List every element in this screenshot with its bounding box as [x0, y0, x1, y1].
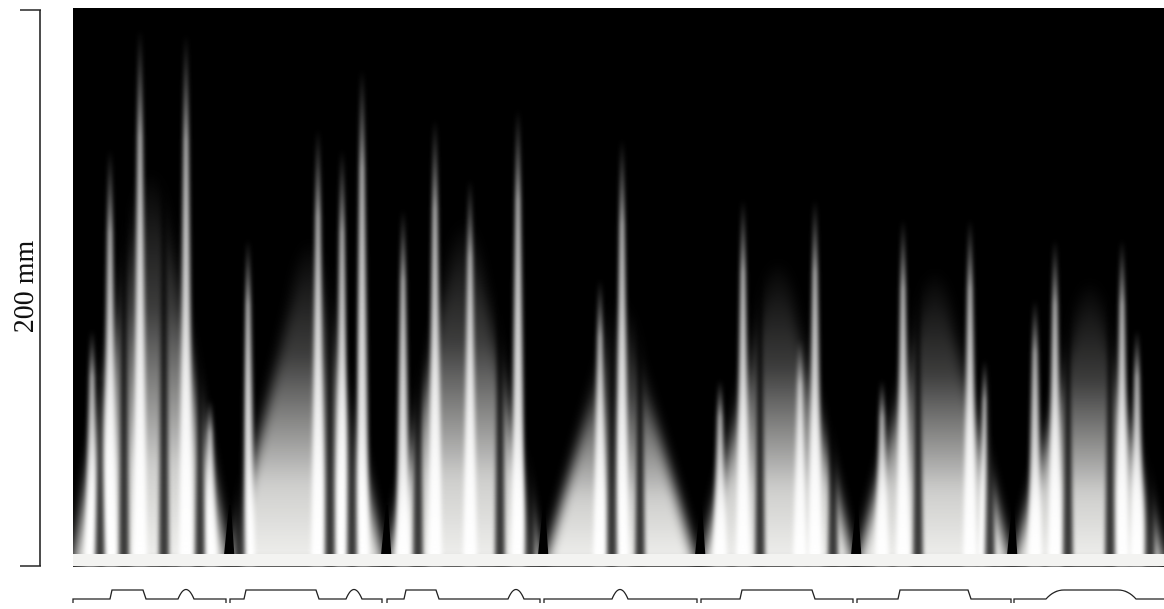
dark-streak	[95, 380, 105, 565]
profile-outline-3	[386, 588, 541, 603]
geometry-profiles	[72, 588, 1164, 603]
dark-streak	[325, 100, 335, 565]
dark-streak	[159, 60, 169, 565]
bright-spike	[896, 220, 910, 565]
bright-spike	[463, 180, 477, 565]
bright-spike	[511, 110, 525, 565]
bright-spike	[179, 35, 193, 565]
bright-spike	[1028, 300, 1042, 565]
bright-spike	[311, 130, 325, 565]
panel-5	[694, 200, 854, 565]
bright-spike	[615, 140, 629, 565]
bright-spike	[593, 280, 607, 565]
bright-spike	[963, 220, 977, 565]
baseline-glow	[73, 554, 1164, 566]
dark-streak	[635, 280, 645, 565]
panel-6	[850, 220, 1011, 565]
profile-outline-1	[72, 588, 227, 603]
scale-bar-label: 200 mm	[9, 240, 40, 334]
bright-spike	[203, 400, 217, 565]
profile-outline-6	[856, 589, 1012, 603]
bright-spike	[713, 380, 727, 565]
dark-streak	[607, 160, 617, 565]
panel-separator	[1006, 505, 1018, 565]
dark-streak	[495, 130, 505, 565]
bright-spike	[428, 120, 442, 565]
dark-streak	[828, 300, 838, 565]
panel-3	[380, 110, 541, 565]
panel-separator	[850, 505, 862, 565]
panel-2	[223, 70, 384, 565]
bright-spike	[241, 240, 255, 565]
dark-streak	[913, 250, 923, 565]
bright-spike	[133, 30, 147, 565]
profile-outline-4	[543, 588, 698, 603]
panel-separator	[380, 505, 392, 565]
bright-spike	[808, 200, 822, 565]
bright-spike	[85, 330, 99, 565]
dark-streak	[525, 300, 535, 565]
bright-spike	[1048, 240, 1062, 565]
panels	[73, 30, 1164, 565]
dark-streak	[755, 230, 765, 565]
bright-spike	[793, 340, 807, 565]
profile-outline-7	[1013, 589, 1164, 603]
dark-streak	[1105, 260, 1115, 565]
bright-spike	[355, 70, 369, 565]
dark-streak	[1145, 300, 1155, 565]
bright-spike	[1130, 330, 1144, 565]
panel-separator	[223, 505, 235, 565]
panel-1	[73, 30, 228, 565]
panel-4	[537, 140, 697, 565]
scale-bar	[20, 9, 41, 567]
bright-spike	[875, 380, 889, 565]
profile-outline-5	[700, 589, 854, 603]
panel-separator	[694, 505, 706, 565]
bright-spike	[396, 210, 410, 565]
dark-streak	[985, 320, 995, 565]
panel-separator	[537, 505, 549, 565]
bright-spike	[103, 150, 117, 565]
bright-spike	[335, 150, 349, 565]
panel-7	[1006, 240, 1164, 565]
dark-streak	[235, 150, 245, 565]
dark-streak	[1063, 260, 1073, 565]
bright-spike	[736, 200, 750, 565]
dark-streak	[195, 260, 205, 565]
dark-streak	[119, 70, 129, 565]
profile-outline-2	[229, 588, 383, 603]
dark-streak	[413, 140, 423, 565]
bright-spike	[1115, 240, 1129, 565]
dark-streak	[347, 110, 357, 565]
